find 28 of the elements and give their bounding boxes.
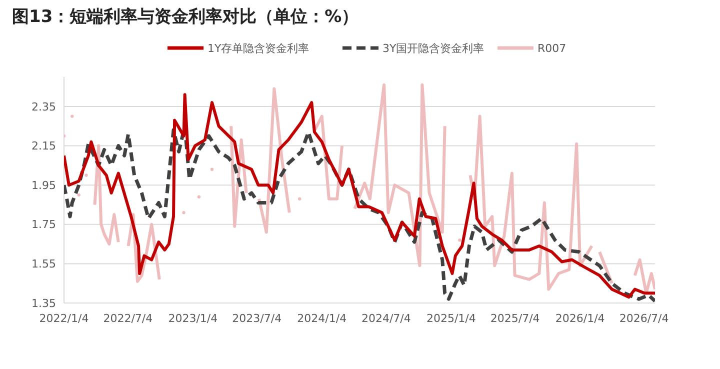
y-tick-label: 2.15 bbox=[32, 140, 56, 153]
chart-title: 图13：短端利率与资金利率对比（单位：%） bbox=[12, 7, 359, 27]
y-tick-label: 1.55 bbox=[32, 258, 56, 271]
x-tick-label: 2026/1/4 bbox=[555, 312, 605, 325]
legend-label: 1Y存单隐含资金利率 bbox=[208, 42, 310, 55]
point bbox=[458, 238, 462, 242]
x-tick-label: 2022/7/4 bbox=[103, 312, 153, 325]
x-tick-label: 2025/7/4 bbox=[490, 312, 540, 325]
legend-label: R007 bbox=[538, 42, 566, 55]
point bbox=[77, 193, 80, 197]
x-tick-label: 2023/7/4 bbox=[232, 312, 282, 325]
x-tick-label: 2025/1/4 bbox=[426, 312, 476, 325]
x-tick-label: 2022/1/4 bbox=[39, 312, 89, 325]
y-tick-label: 1.75 bbox=[32, 218, 56, 232]
legend-label: 3Y国开隐含资金利率 bbox=[382, 42, 484, 55]
point bbox=[182, 211, 186, 214]
x-tick-label: 2023/1/4 bbox=[168, 312, 218, 325]
x-tick-label: 2024/7/4 bbox=[361, 312, 411, 325]
y-tick-label: 1.35 bbox=[32, 296, 56, 310]
x-tick-label: 2024/1/4 bbox=[297, 312, 347, 325]
y-tick-label: 1.95 bbox=[32, 178, 56, 192]
point bbox=[70, 114, 74, 118]
x-tick-label: 2026/7/4 bbox=[619, 312, 669, 325]
point bbox=[84, 174, 88, 177]
point bbox=[210, 168, 214, 171]
point bbox=[298, 197, 302, 200]
y-tick-label: 2.35 bbox=[32, 100, 56, 114]
point bbox=[197, 195, 201, 198]
